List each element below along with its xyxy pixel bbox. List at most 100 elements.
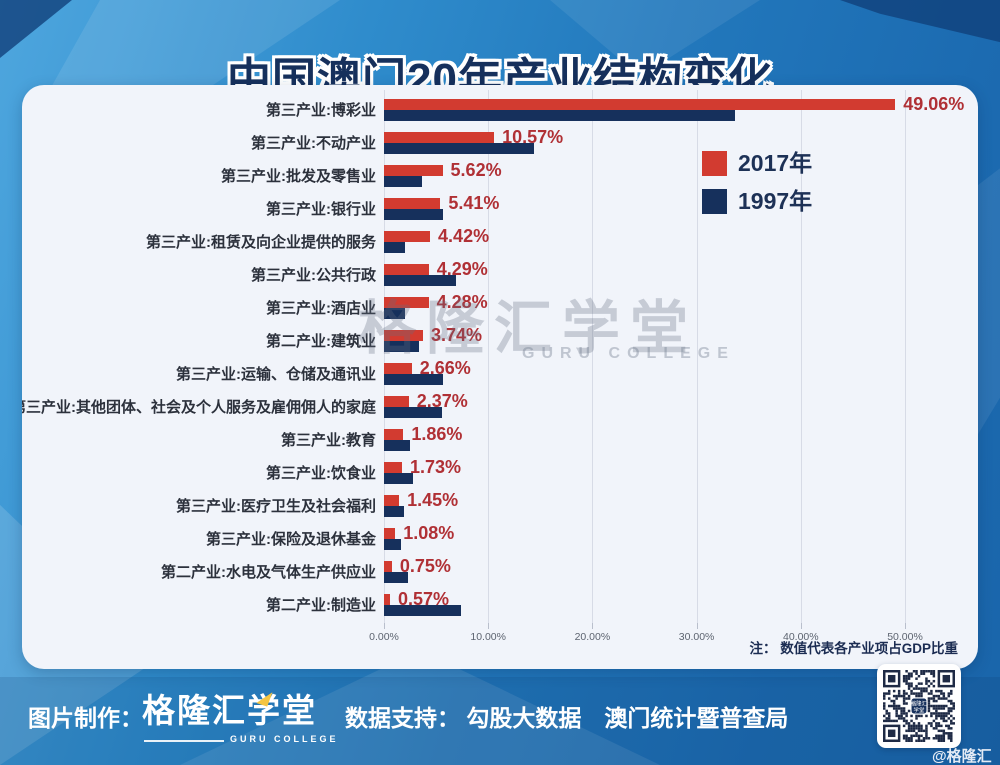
bar-2017 (384, 197, 441, 209)
bar-1997 (384, 538, 401, 550)
category-label: 第三产业:租赁及向企业提供的服务 (146, 234, 376, 251)
gridline (800, 90, 802, 623)
value-label: 1.73% (410, 457, 462, 477)
value-label: 2.66% (419, 358, 471, 378)
category-label: 第三产业:其他团体、社会及个人服务及雇佣佣人的家庭 (22, 399, 376, 416)
bar-2017 (384, 164, 443, 176)
bar-group: 0.57% (384, 588, 978, 621)
bar-1997 (384, 307, 405, 319)
bar-1997 (384, 274, 456, 286)
axis-tick-label: 50.00% (887, 631, 923, 643)
chart-row: 第三产业:酒店业 4.28% (22, 291, 978, 324)
value-label: 49.06% (903, 94, 965, 114)
bar-group: 2.37% (384, 390, 978, 423)
value-label: 1.08% (403, 523, 455, 543)
bar-group: 1.08% (384, 522, 978, 555)
chart-row: 第三产业:批发及零售业 5.62% (22, 159, 978, 192)
bar-2017 (384, 362, 412, 374)
chart-row: 第三产业:其他团体、社会及个人服务及雇佣佣人的家庭 2.37% (22, 390, 978, 423)
bar-1997 (384, 571, 408, 583)
category-label: 第三产业:公共行政 (251, 267, 376, 284)
axis-tick-label: 30.00% (678, 631, 715, 643)
chart-row: 第三产业:医疗卫生及社会福利 1.45% (22, 489, 978, 522)
legend-label: 1997年 (738, 188, 813, 214)
axis-tick (696, 623, 698, 629)
qr-caption: @格隆汇 (932, 748, 992, 765)
value-label: 4.29% (436, 259, 488, 279)
bar-1997 (384, 604, 462, 616)
value-label: 2.37% (416, 391, 468, 411)
bar-1997 (384, 208, 444, 220)
data-support-label: 数据支持： 勾股大数据 澳门统计暨普查局 (345, 705, 789, 731)
category-label: 第三产业:批发及零售业 (221, 168, 376, 185)
category-label: 第二产业:水电及气体生产供应业 (161, 564, 376, 581)
chart-row: 第三产业:银行业 5.41% (22, 192, 978, 225)
bar-2017 (384, 131, 495, 143)
gridline (696, 90, 698, 623)
chart-row: 第二产业:制造业 0.57% (22, 588, 978, 621)
bar-group: 1.45% (384, 489, 978, 522)
value-label: 10.57% (502, 127, 564, 147)
bar-group: 4.28% (384, 291, 978, 324)
bar-2017 (384, 263, 429, 275)
axis-tick (384, 623, 385, 629)
bar-group: 2.66% (384, 357, 978, 390)
value-label: 4.28% (436, 292, 488, 312)
bar-group: 5.62% (384, 159, 978, 192)
category-label: 第三产业:博彩业 (266, 102, 376, 119)
axis-tick (592, 623, 594, 629)
axis-tick (905, 623, 906, 629)
bar-2017 (384, 98, 896, 110)
bar-1997 (384, 109, 736, 121)
bar-group: 4.42% (384, 225, 978, 258)
axis-tick-label: 10.00% (470, 631, 506, 643)
value-label: 0.75% (399, 556, 451, 576)
chart-card: 0.00% 10.00% 20.00% 30.00% 40.00% 50.00% 第三产业… (22, 85, 978, 669)
bar-group: 0.75% (384, 555, 978, 588)
value-label: 4.42% (438, 226, 490, 246)
bar-group: 5.41% (384, 192, 978, 225)
svg-text:格隆汇: 格隆汇 (911, 700, 928, 708)
bar-2017 (384, 593, 390, 605)
chart-note: 注： 数值代表各产业项占GDP比重 (749, 641, 958, 656)
bar-group: 4.29% (384, 258, 978, 291)
chart-row: 第三产业:饮食业 1.73% (22, 456, 978, 489)
value-label: 5.62% (450, 160, 502, 180)
qr-code: 格隆汇 学堂 (877, 664, 961, 748)
made-by-label: 图片制作： (28, 705, 143, 731)
bar-group: 49.06% (384, 93, 978, 126)
bar-2017 (384, 494, 400, 506)
bar-2017 (384, 329, 423, 341)
axis-tick (800, 623, 802, 629)
bar-group: 3.74% (384, 324, 978, 357)
chart-rows: 第三产业:博彩业 49.06% 第三产业:不动产业 10.57% 第三产业:批发及零售业… (22, 93, 978, 621)
bar-2017 (384, 296, 429, 308)
guru-college-logo-en: GURU COLLEGE (230, 734, 339, 744)
category-label: 第三产业:教育 (281, 432, 376, 449)
axis-tick (488, 623, 490, 629)
chart-row: 第三产业:公共行政 4.29% (22, 258, 978, 291)
chart-row: 第三产业:博彩业 49.06% (22, 93, 978, 126)
category-label: 第三产业:饮食业 (266, 465, 376, 482)
value-label: 5.41% (448, 193, 500, 213)
value-label: 1.86% (411, 424, 463, 444)
legend-swatch (702, 151, 727, 176)
bar-1997 (384, 373, 444, 385)
bar-1997 (384, 340, 420, 352)
logo-underline (144, 740, 224, 742)
category-label: 第三产业:不动产业 (251, 135, 376, 152)
category-label: 第三产业:银行业 (266, 201, 376, 218)
bar-2017 (384, 560, 392, 572)
bar-1997 (384, 241, 405, 253)
bar-group: 1.86% (384, 423, 978, 456)
gridline (592, 90, 594, 623)
chart-row: 第三产业:教育 1.86% (22, 423, 978, 456)
chart-row: 第三产业:不动产业 10.57% (22, 126, 978, 159)
gridline (488, 90, 490, 623)
category-label: 第三产业:酒店业 (266, 300, 376, 317)
bar-1997 (384, 505, 404, 517)
axis-tick-label: 0.00% (369, 631, 399, 643)
bar-2017 (384, 395, 409, 407)
legend-item: 2017年 (702, 151, 812, 176)
chart-row: 第二产业:建筑业 3.74% (22, 324, 978, 357)
